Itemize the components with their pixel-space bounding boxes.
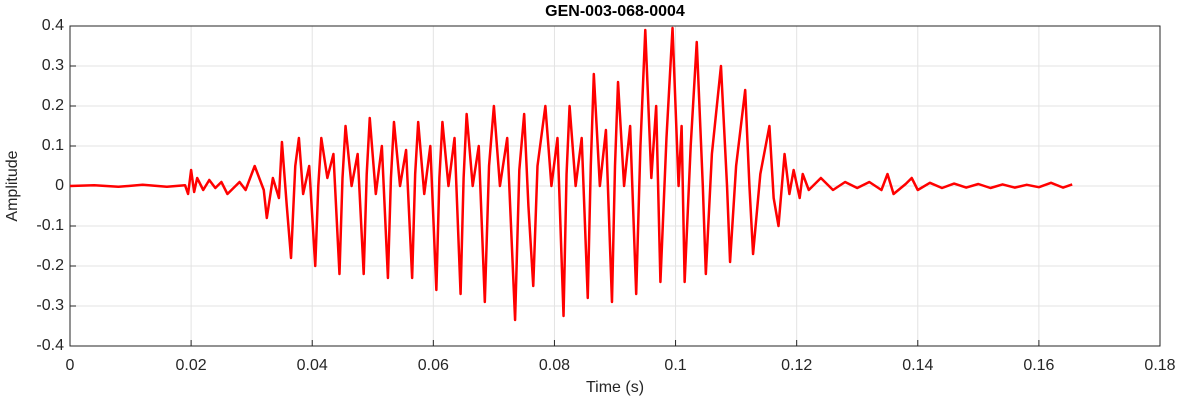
x-tick-label: 0.16: [1023, 357, 1054, 374]
y-tick-label: 0: [55, 177, 64, 194]
y-tick-label: 0.4: [42, 17, 64, 34]
x-tick-label: 0: [66, 357, 75, 374]
x-tick-label: 0.04: [297, 357, 328, 374]
waveform-line: [69, 26, 1073, 322]
y-tick-label: -0.2: [36, 257, 64, 274]
x-tick-label: 0.02: [176, 357, 207, 374]
x-tick-label: 0.18: [1144, 357, 1175, 374]
y-tick-label: -0.1: [36, 217, 64, 234]
y-tick-label: 0.3: [42, 57, 64, 74]
y-tick-label: 0.1: [42, 137, 64, 154]
x-tick-label: 0.1: [664, 357, 686, 374]
y-axis-label: Amplitude: [4, 150, 21, 221]
chart-title: GEN-003-068-0004: [545, 3, 685, 20]
y-tick-label: 0.2: [42, 97, 64, 114]
y-tick-label: -0.4: [36, 337, 64, 354]
x-axis-label: Time (s): [586, 379, 644, 396]
x-tick-label: 0.12: [781, 357, 812, 374]
y-tick-label: -0.3: [36, 297, 64, 314]
x-tick-label: 0.08: [539, 357, 570, 374]
x-tick-label: 0.14: [902, 357, 933, 374]
x-tick-label: 0.06: [418, 357, 449, 374]
